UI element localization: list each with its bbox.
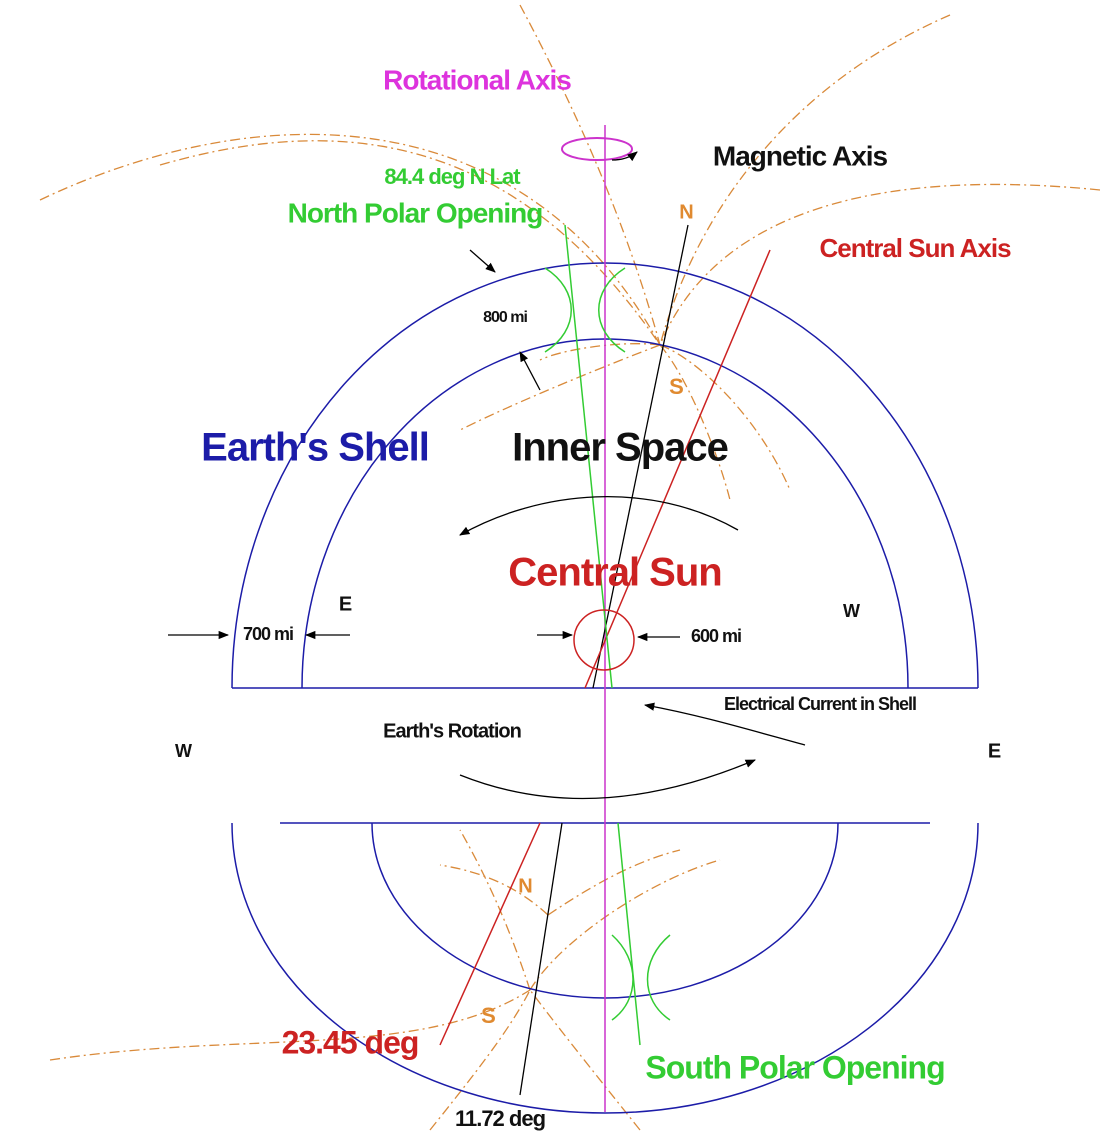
opening-label: South Polar Opening — [645, 1049, 944, 1085]
annotation: Electrical Current in Shell — [724, 694, 916, 714]
direction-label: E — [988, 740, 1001, 762]
pole-label: N — [679, 201, 693, 223]
magnetic-axis — [519, 822, 563, 1096]
dimension-label: 700 mi — [243, 624, 293, 644]
angle-label: 23.45 deg — [282, 1024, 419, 1060]
polar-line — [564, 224, 613, 689]
region-label: Earth's Shell — [201, 426, 429, 470]
direction-label: W — [175, 741, 192, 761]
direction-label: E — [339, 593, 352, 615]
opening-label: North Polar Opening — [288, 197, 543, 228]
angle-label: 11.72 deg — [455, 1106, 545, 1131]
latitude-label: 84.4 deg N Lat — [384, 164, 521, 189]
pole-label: S — [669, 374, 683, 399]
polar-line — [617, 822, 641, 1046]
region-label: Inner Space — [512, 426, 728, 470]
axis-label: Rotational Axis — [383, 64, 571, 95]
dimension-arrows — [168, 151, 806, 800]
central-sun — [573, 609, 635, 671]
pole-label: S — [481, 1003, 495, 1028]
direction-label: W — [843, 601, 860, 621]
region-label: Central Sun — [508, 551, 721, 595]
polar-opening — [544, 267, 671, 1021]
sun-axis — [439, 822, 541, 1046]
dimension-label: 800 mi — [483, 309, 527, 326]
labels: Rotational Axis Magnetic Axis 84.4 deg N L… — [175, 64, 1012, 1131]
axis-label: Central Sun Axis — [819, 233, 1011, 263]
pole-label: N — [518, 875, 532, 897]
dimension-label: 600 mi — [691, 626, 741, 646]
annotation: Earth's Rotation — [383, 720, 521, 742]
rotation-ring — [561, 137, 633, 161]
axis-label: Magnetic Axis — [713, 140, 888, 171]
sun-axis — [584, 249, 771, 689]
